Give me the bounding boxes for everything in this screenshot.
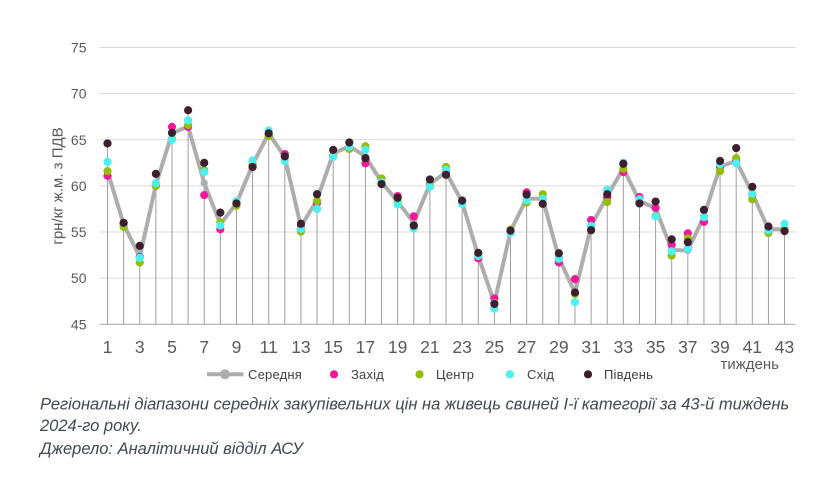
svg-text:Центр: Центр [436, 367, 474, 382]
svg-text:39: 39 [710, 337, 729, 357]
svg-text:60: 60 [71, 178, 87, 194]
svg-text:15: 15 [323, 337, 342, 357]
svg-text:29: 29 [549, 337, 568, 357]
svg-text:43: 43 [775, 337, 794, 357]
svg-text:1: 1 [103, 337, 113, 357]
svg-text:27: 27 [517, 337, 536, 357]
svg-text:21: 21 [420, 337, 439, 357]
svg-text:37: 37 [678, 337, 697, 357]
svg-text:11: 11 [260, 337, 278, 357]
svg-text:75: 75 [71, 39, 87, 55]
svg-text:50: 50 [71, 270, 87, 286]
svg-text:7: 7 [199, 337, 209, 357]
svg-text:Регіональні діапазони середніх: Регіональні діапазони середніх закупівел… [40, 396, 789, 414]
svg-text:55: 55 [71, 224, 87, 240]
svg-text:65: 65 [71, 132, 87, 148]
svg-text:41: 41 [743, 337, 762, 357]
svg-text:2024-го року.: 2024-го року. [39, 417, 142, 435]
svg-text:Середня: Середня [248, 367, 302, 382]
svg-text:5: 5 [167, 337, 177, 357]
svg-text:19: 19 [388, 337, 407, 357]
svg-text:25: 25 [485, 337, 504, 357]
svg-text:9: 9 [232, 337, 242, 357]
svg-text:17: 17 [356, 337, 375, 357]
svg-text:70: 70 [71, 86, 87, 102]
svg-text:Захід: Захід [351, 367, 384, 382]
svg-text:Джерело: Аналітичний відділ АС: Джерело: Аналітичний відділ АСУ [38, 440, 304, 458]
svg-text:35: 35 [646, 337, 665, 357]
svg-text:31: 31 [581, 337, 600, 357]
svg-text:23: 23 [452, 337, 471, 357]
svg-text:грн/кг ж.м. з ПДВ: грн/кг ж.м. з ПДВ [50, 127, 67, 244]
svg-text:13: 13 [291, 337, 310, 357]
svg-text:Схід: Схід [527, 367, 554, 382]
svg-text:45: 45 [71, 316, 87, 332]
svg-text:тиждень: тиждень [721, 356, 780, 373]
svg-text:3: 3 [135, 337, 145, 357]
svg-text:Південь: Південь [604, 367, 653, 382]
svg-text:33: 33 [614, 337, 633, 357]
